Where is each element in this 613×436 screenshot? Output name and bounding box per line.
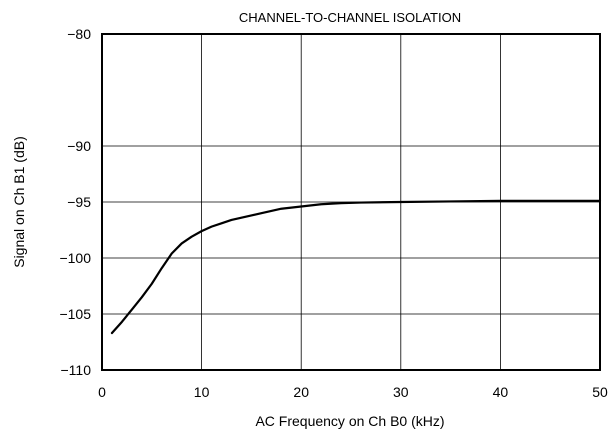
y-tick-labels: −80 −90 −95 −100 −105 −110 xyxy=(59,26,91,378)
x-tick-labels: 0 10 20 30 40 50 xyxy=(98,384,608,400)
y-axis-label: Signal on Ch B1 (dB) xyxy=(11,136,27,268)
x-tick-label: 20 xyxy=(293,384,309,400)
x-tick-label: 40 xyxy=(493,384,509,400)
plot-frame xyxy=(101,33,601,371)
y-tick-label: −90 xyxy=(67,138,91,154)
y-tick-label: −80 xyxy=(67,26,91,42)
y-tick-label: −105 xyxy=(59,306,91,322)
y-tick-label: −110 xyxy=(61,362,92,378)
x-tick-label: 0 xyxy=(98,384,106,400)
y-tick-label: −95 xyxy=(67,194,91,210)
x-tick-label: 50 xyxy=(592,384,608,400)
x-tick-label: 30 xyxy=(393,384,409,400)
series-line xyxy=(110,199,602,335)
x-tick-label: 10 xyxy=(194,384,210,400)
x-axis-label: AC Frequency on Ch B0 (kHz) xyxy=(255,413,444,429)
y-tick-label: −100 xyxy=(59,250,91,266)
chart-title: CHANNEL-TO-CHANNEL ISOLATION xyxy=(239,10,461,25)
